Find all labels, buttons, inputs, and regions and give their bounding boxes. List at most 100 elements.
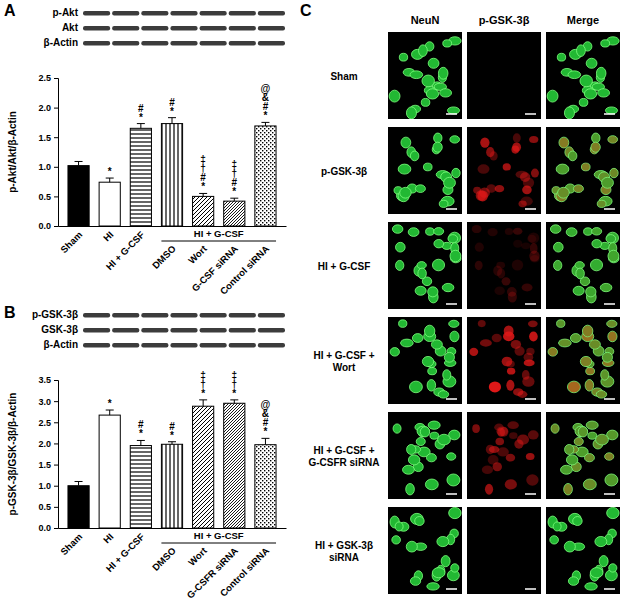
neuron-cell — [434, 239, 444, 247]
x-tick-label: Sham — [58, 531, 84, 557]
error-bar-cap — [75, 481, 83, 482]
error-bar — [261, 438, 269, 444]
p-gsk-signal — [522, 284, 533, 292]
p-gsk-signal — [507, 368, 515, 375]
blot-band — [83, 11, 110, 16]
x-axis: ShamHIHI + G-CSFDMSOWortG-CSF siRNAContr… — [58, 226, 286, 297]
x-tick-label: Wort — [186, 242, 210, 266]
y-tick: 0.5 — [38, 192, 58, 202]
blot-band — [258, 328, 285, 333]
p-gsk-signal — [585, 380, 593, 391]
micrograph — [546, 32, 620, 119]
blot-label: β-Actin — [44, 339, 78, 350]
neuron-cell — [438, 434, 451, 445]
row-label: Sham — [330, 71, 357, 82]
neuron-cell — [557, 53, 565, 61]
error-bar — [106, 410, 114, 415]
neuron-cell — [431, 340, 442, 349]
blot-band — [112, 11, 139, 16]
y-tick: 2.0 — [38, 439, 58, 449]
p-gsk-signal — [548, 348, 557, 356]
micrograph — [546, 507, 620, 594]
neuron-cell — [448, 235, 458, 243]
neuron-cell — [551, 424, 559, 433]
p-gsk-signal — [603, 353, 613, 362]
y-tick-mark — [54, 401, 58, 402]
p-gsk-signal — [507, 287, 517, 297]
micrograph — [388, 507, 462, 594]
error-bar — [106, 178, 114, 182]
neuron-cell — [410, 71, 423, 79]
y-tick-label: 1.0 — [38, 162, 51, 172]
neuron-cell — [575, 426, 587, 436]
p-gsk-signal — [601, 284, 612, 292]
neuron-cell — [396, 260, 404, 270]
neuron-cell — [419, 45, 428, 57]
neuron-cell — [564, 107, 574, 119]
column-header: NeuN — [411, 14, 440, 26]
blot-band — [258, 343, 285, 348]
p-gsk-signal — [529, 251, 539, 262]
p-gsk-signal — [512, 142, 521, 152]
blot-band — [141, 26, 168, 31]
p-gsk-signal — [486, 445, 495, 455]
micrograph-background — [546, 32, 620, 119]
p-gsk-signal — [596, 435, 608, 445]
blot-band — [258, 11, 285, 16]
p-gsk-signal — [472, 424, 480, 433]
micrograph — [388, 412, 462, 499]
error-bar-cap — [199, 399, 207, 400]
bar — [68, 486, 89, 528]
neuron-cell — [608, 331, 617, 342]
y-tick-label: 1.5 — [38, 460, 51, 470]
neuron-cell — [444, 177, 456, 188]
neuron-cell — [607, 232, 619, 244]
panel-label: A — [4, 2, 16, 19]
micrograph — [546, 127, 620, 214]
error-bar — [75, 161, 83, 165]
p-gsk-signal — [521, 242, 531, 249]
p-gsk-signal — [504, 325, 514, 336]
neuron-cell — [406, 107, 416, 119]
neuron-cell — [426, 454, 436, 462]
neuron-cell — [422, 75, 434, 87]
error-bar — [230, 198, 238, 201]
p-gsk-signal — [506, 380, 514, 391]
neuron-cell — [410, 151, 418, 161]
error-bar-stem — [109, 410, 110, 415]
neuron-cell — [437, 536, 449, 546]
p-gsk-signal — [576, 268, 584, 278]
blot-band — [83, 343, 110, 348]
neuron-cell — [421, 98, 430, 106]
significance-mark: * — [201, 181, 205, 192]
scale-bar — [446, 588, 457, 590]
micrograph-background — [388, 222, 462, 309]
p-gsk-signal — [569, 151, 577, 160]
neuron-cell — [400, 187, 411, 198]
bar — [130, 128, 151, 226]
p-gsk-signal — [472, 225, 482, 233]
neuron-cell — [590, 568, 603, 578]
row-label: HI + G-CSF +G-CSFR siRNA — [308, 445, 379, 468]
bar — [161, 124, 182, 226]
blot-band — [229, 26, 256, 31]
p-gsk-signal — [602, 178, 613, 188]
neuron-cell — [601, 370, 609, 380]
neuron-cell — [422, 356, 433, 366]
neuron-cell — [438, 67, 448, 79]
neuron-cell — [590, 259, 602, 271]
group-label: HI + G-CSF — [194, 228, 244, 239]
neuron-cell — [420, 427, 429, 437]
significance-mark: * — [170, 430, 174, 441]
y-tick: 2.0 — [38, 103, 58, 113]
bar — [99, 182, 120, 226]
neuron-cell — [408, 455, 419, 465]
neuron-cell — [596, 391, 606, 398]
y-tick-label: 1.5 — [38, 133, 51, 143]
micrograph-background — [467, 412, 541, 499]
blot-band — [83, 41, 110, 46]
neuron-cell — [565, 444, 574, 454]
neuron-cell — [389, 90, 400, 102]
plot-marks — [68, 400, 276, 528]
p-gsk-signal — [567, 455, 578, 465]
